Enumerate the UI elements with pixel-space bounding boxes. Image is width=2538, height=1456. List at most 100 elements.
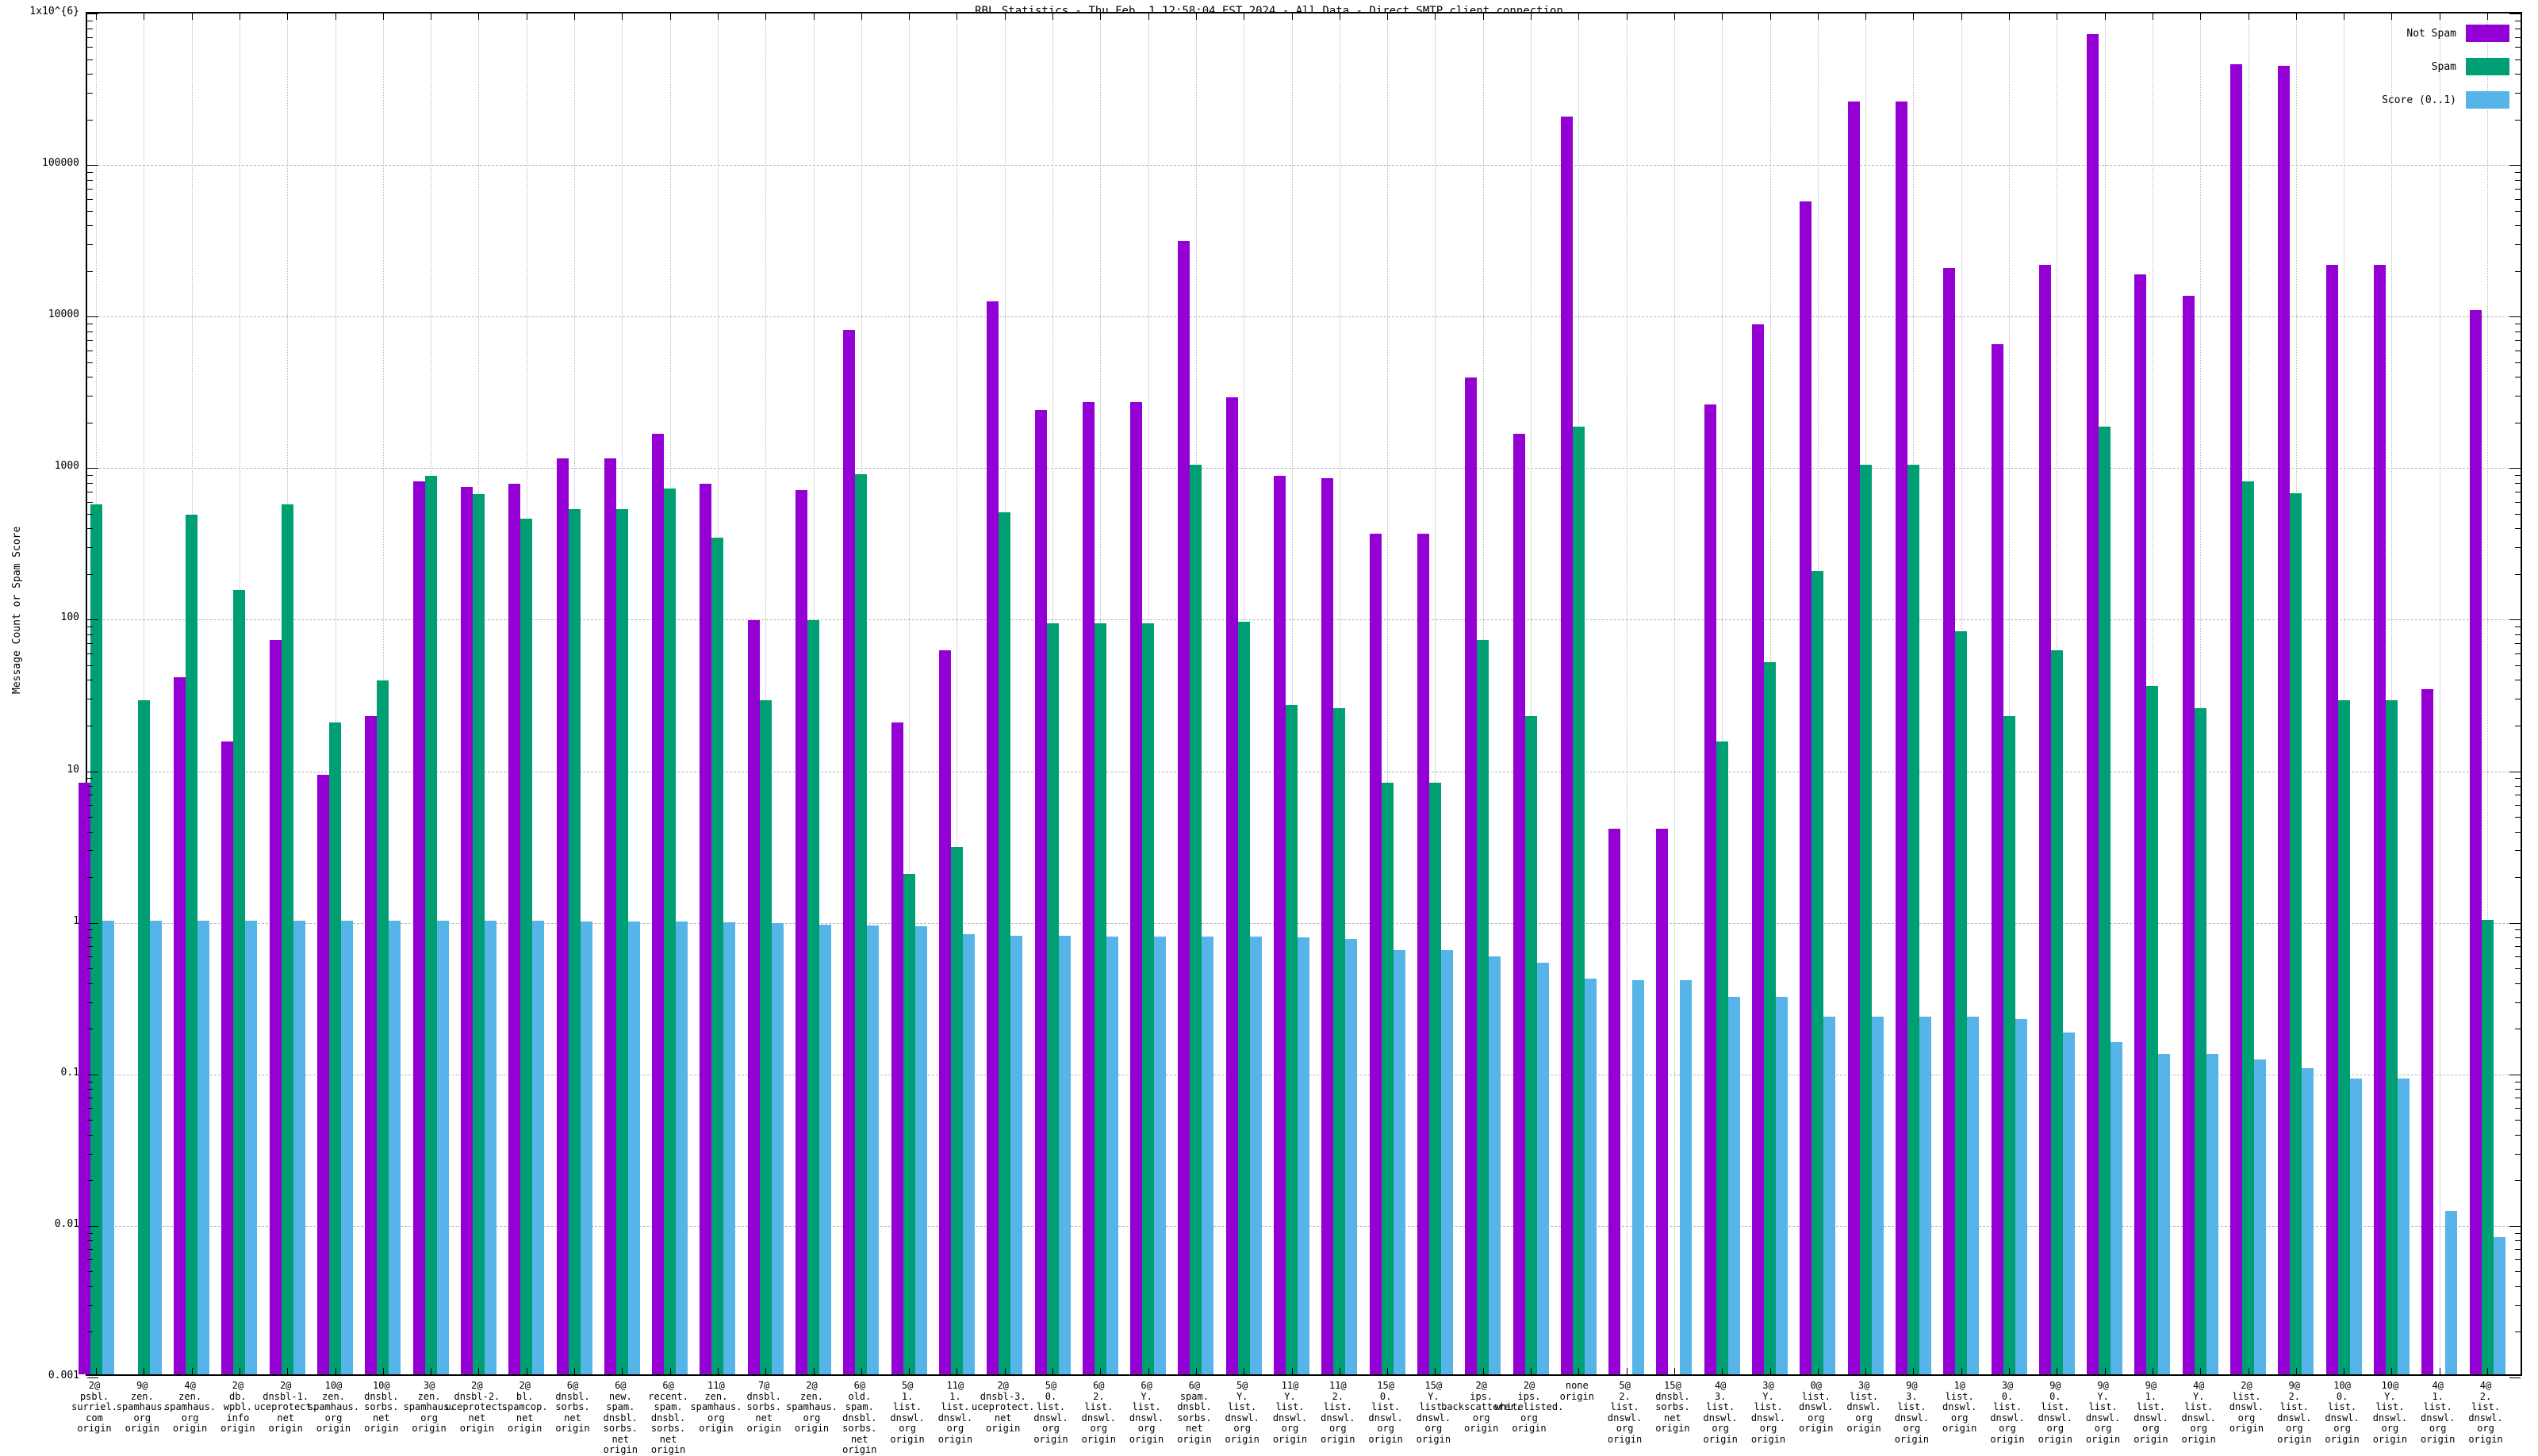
y-axis-tick bbox=[2515, 778, 2521, 780]
y-axis-tick bbox=[2515, 244, 2521, 246]
bar-cluster bbox=[365, 680, 401, 1374]
bar-cluster bbox=[1082, 402, 1118, 1374]
bar-score bbox=[1202, 937, 1214, 1374]
bar-cluster bbox=[2278, 66, 2314, 1374]
h-gridline bbox=[87, 619, 2521, 621]
y-axis-tick bbox=[2515, 547, 2521, 549]
legend-row: Score (0..1) bbox=[2382, 88, 2509, 112]
y-axis-tick bbox=[87, 482, 93, 484]
x-axis-tick bbox=[191, 1368, 193, 1374]
bar-score bbox=[723, 922, 736, 1374]
y-axis-tick bbox=[87, 362, 93, 363]
bar-spam bbox=[1524, 716, 1537, 1374]
bar-spam bbox=[377, 680, 389, 1374]
bar-not-spam bbox=[1225, 397, 1238, 1374]
bar-cluster bbox=[796, 490, 831, 1374]
y-axis-tick bbox=[87, 1240, 93, 1242]
y-axis-tick bbox=[2515, 513, 2521, 515]
v-gridline bbox=[1722, 13, 1723, 1374]
x-axis-tick bbox=[2009, 1368, 2010, 1374]
y-axis-tick bbox=[2509, 13, 2521, 14]
bar-cluster bbox=[1274, 475, 1309, 1374]
legend-swatch bbox=[2466, 58, 2509, 75]
bar-score bbox=[1536, 962, 1549, 1374]
bar-cluster bbox=[174, 515, 210, 1374]
y-axis-tick bbox=[87, 653, 93, 654]
bar-spam bbox=[2290, 493, 2302, 1374]
v-gridline bbox=[1531, 13, 1532, 1374]
bar-cluster bbox=[1895, 102, 1931, 1374]
y-axis-tick bbox=[87, 501, 93, 503]
y-axis-tick bbox=[87, 1232, 93, 1234]
bar-spam bbox=[2194, 707, 2206, 1374]
bar-cluster bbox=[1847, 102, 1884, 1374]
bar-spam bbox=[186, 515, 198, 1374]
y-axis-tick bbox=[87, 244, 93, 246]
legend-label: Score (0..1) bbox=[2382, 94, 2456, 106]
bar-not-spam bbox=[938, 649, 951, 1374]
bar-cluster bbox=[126, 700, 162, 1374]
bar-not-spam bbox=[317, 775, 329, 1374]
bar-spam bbox=[2481, 919, 2494, 1374]
y-axis-tick bbox=[2515, 626, 2521, 628]
bar-cluster bbox=[2469, 310, 2505, 1374]
y-axis-tick bbox=[87, 573, 93, 575]
y-axis-tick bbox=[2515, 482, 2521, 484]
y-axis-tick bbox=[87, 968, 93, 970]
bar-spam bbox=[759, 700, 772, 1374]
bar-cluster bbox=[1225, 397, 1262, 1374]
y-axis-tick bbox=[2515, 36, 2521, 38]
legend-swatch bbox=[2466, 91, 2509, 109]
y-axis-tick bbox=[87, 665, 93, 666]
x-axis-tick bbox=[1817, 13, 1819, 20]
y-axis-tick bbox=[2515, 270, 2521, 272]
x-axis-tick bbox=[1148, 13, 1149, 20]
x-axis-tick bbox=[1435, 1368, 1436, 1374]
y-axis-tick bbox=[2515, 968, 2521, 970]
bar-score bbox=[149, 921, 162, 1374]
x-tick-label: none origin bbox=[1559, 1380, 1594, 1402]
x-axis-tick bbox=[1482, 13, 1484, 20]
y-axis-tick bbox=[87, 513, 93, 515]
y-axis-tick bbox=[2515, 643, 2521, 645]
x-axis-tick bbox=[335, 1368, 336, 1374]
bar-score bbox=[2493, 1237, 2505, 1374]
bar-not-spam bbox=[1130, 402, 1143, 1374]
bar-score bbox=[1298, 937, 1309, 1374]
bar-cluster bbox=[1321, 477, 1358, 1374]
bar-not-spam bbox=[460, 486, 473, 1374]
bar-spam bbox=[999, 512, 1011, 1374]
bar-cluster bbox=[1800, 201, 1836, 1374]
y-axis-tick bbox=[87, 1271, 93, 1273]
legend-label: Spam bbox=[2431, 60, 2456, 73]
x-axis-tick bbox=[1052, 1368, 1053, 1374]
bar-score bbox=[1584, 978, 1597, 1374]
y-axis-tick bbox=[2515, 653, 2521, 654]
bar-score bbox=[197, 921, 210, 1374]
y-axis-tick bbox=[87, 119, 93, 121]
y-axis-tick bbox=[2509, 619, 2521, 621]
y-axis-tick bbox=[87, 468, 98, 469]
bar-score bbox=[484, 921, 496, 1374]
bar-cluster bbox=[221, 589, 258, 1374]
bar-spam bbox=[664, 488, 677, 1374]
bar-not-spam bbox=[891, 722, 903, 1374]
y-axis-tick bbox=[2515, 74, 2521, 75]
y-axis-title: Message Count or Spam Score bbox=[11, 526, 23, 694]
x-axis-tick bbox=[574, 13, 575, 20]
y-axis-tick bbox=[87, 13, 98, 14]
y-axis-tick bbox=[2515, 1089, 2521, 1090]
bar-cluster bbox=[652, 434, 688, 1374]
y-axis-tick bbox=[2515, 198, 2521, 200]
x-axis-tick bbox=[765, 13, 767, 20]
bar-not-spam bbox=[2325, 264, 2338, 1374]
bar-score bbox=[819, 924, 831, 1374]
y-axis-tick bbox=[2515, 362, 2521, 363]
x-axis-tick bbox=[2487, 1368, 2488, 1374]
bar-spam bbox=[2242, 481, 2254, 1374]
bar-not-spam bbox=[556, 458, 569, 1374]
x-axis-tick bbox=[717, 1368, 719, 1374]
y-axis-tick bbox=[87, 922, 98, 924]
y-tick-label: 0.1 bbox=[60, 1066, 79, 1079]
